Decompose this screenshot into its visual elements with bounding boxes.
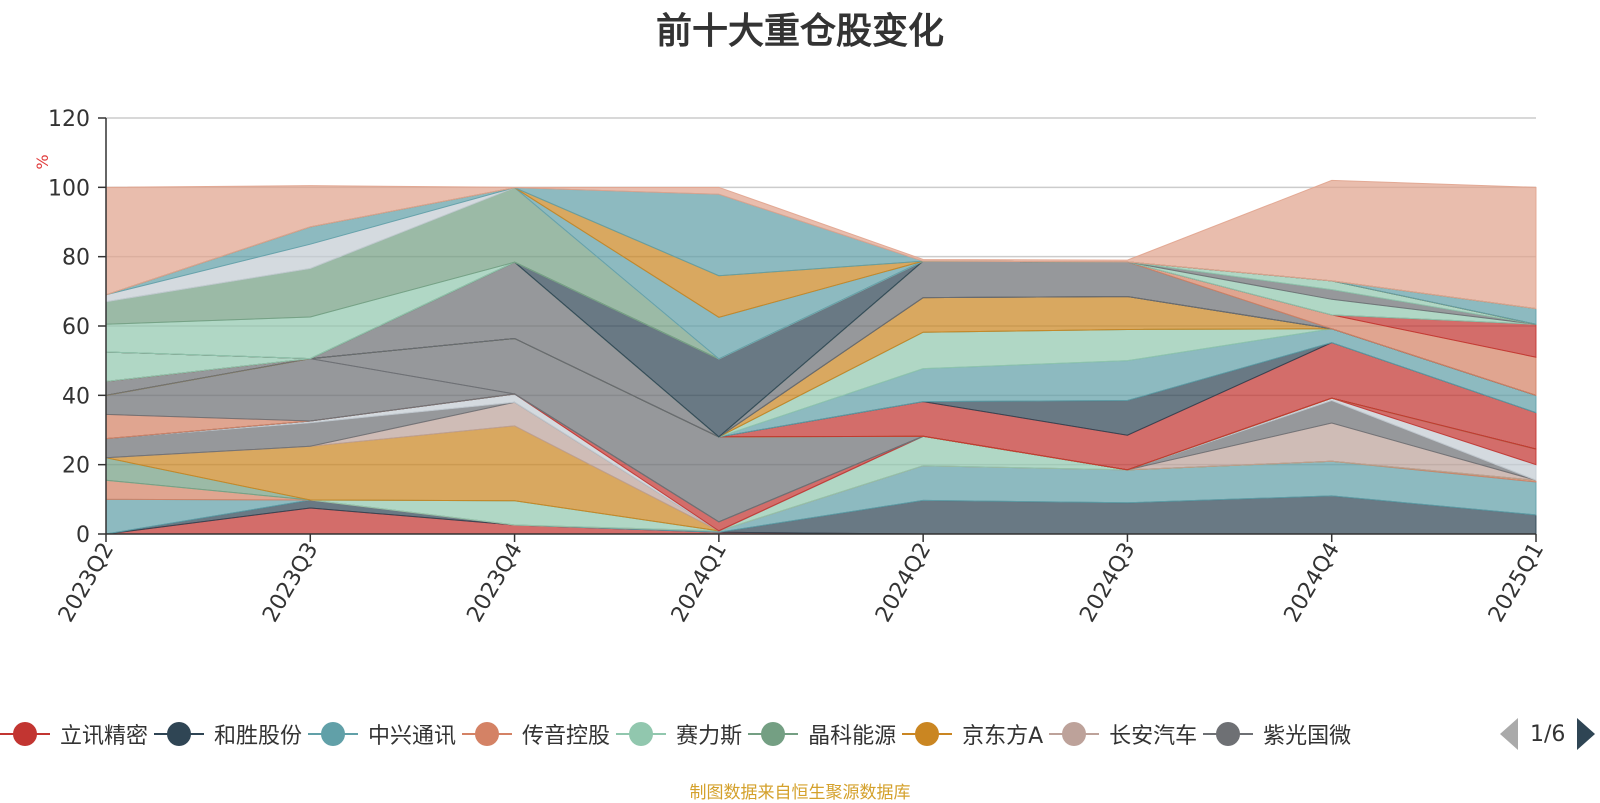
y-tick-label: 120 bbox=[48, 107, 90, 132]
y-axis-label: % bbox=[33, 154, 52, 169]
x-tick-label: 2025Q1 bbox=[1484, 539, 1549, 627]
x-tick-label: 2024Q1 bbox=[667, 539, 732, 627]
legend-swatch-icon bbox=[0, 720, 50, 748]
x-tick-label: 2024Q3 bbox=[1075, 539, 1140, 627]
x-tick-label: 2023Q3 bbox=[258, 539, 323, 627]
legend-items-viewport: 立讯精密 和胜股份 中兴通讯 传音控股 赛力斯 晶科能源 京东方A 长安汽车 紫光国微 bbox=[0, 712, 1482, 756]
chart-title: 前十大重仓股变化 bbox=[655, 11, 944, 52]
y-tick-label: 0 bbox=[76, 523, 90, 548]
legend-item[interactable]: 晶科能源 bbox=[748, 718, 896, 750]
y-tick-label: 60 bbox=[62, 315, 90, 340]
stacked-area-chart: 0 20 40 60 80 100 120 2023Q2 2023Q3 2023Q4 2024Q1 2… bbox=[33, 107, 1549, 627]
x-tick-label: 2024Q2 bbox=[871, 539, 936, 627]
legend-next-page-icon[interactable] bbox=[1577, 718, 1596, 750]
legend-label: 晶科能源 bbox=[808, 724, 897, 749]
y-tick-label: 20 bbox=[62, 454, 90, 479]
area-series-layer bbox=[105, 179, 1537, 535]
legend-label: 传音控股 bbox=[522, 724, 611, 749]
legend-swatch-icon bbox=[1203, 720, 1254, 748]
x-tick-label: 2023Q2 bbox=[54, 539, 119, 627]
legend-item[interactable]: 长安汽车 bbox=[1049, 718, 1197, 750]
legend-pager: 1/6 bbox=[1500, 718, 1596, 750]
legend-item[interactable]: 中兴通讯 bbox=[308, 718, 456, 750]
source-note: 制图数据来自恒生聚源数据库 bbox=[689, 783, 911, 803]
legend-item[interactable]: 立讯精密 bbox=[0, 718, 148, 750]
legend-prev-page-icon[interactable] bbox=[1500, 718, 1518, 750]
x-tick-label: 2023Q4 bbox=[462, 539, 527, 627]
legend-swatch-icon bbox=[616, 720, 667, 748]
series-area[interactable] bbox=[105, 179, 1537, 310]
legend-swatch-icon bbox=[154, 720, 205, 748]
legend-swatch-icon bbox=[308, 720, 359, 748]
legend-label: 紫光国微 bbox=[1263, 724, 1352, 749]
y-tick-label: 80 bbox=[62, 246, 90, 271]
legend-swatch-icon bbox=[748, 720, 799, 748]
legend-item[interactable]: 紫光国微 bbox=[1203, 718, 1351, 750]
y-tick-label: 100 bbox=[48, 176, 90, 201]
legend-label: 长安汽车 bbox=[1109, 724, 1198, 749]
legend-page-indicator: 1/6 bbox=[1530, 721, 1566, 747]
legend-swatch-icon bbox=[1049, 720, 1100, 748]
legend-swatch-icon bbox=[902, 720, 953, 748]
legend-label: 和胜股份 bbox=[214, 724, 303, 749]
legend-label: 中兴通讯 bbox=[368, 724, 457, 749]
legend-items: 立讯精密 和胜股份 中兴通讯 传音控股 赛力斯 晶科能源 京东方A 长安汽车 紫光国微 bbox=[0, 712, 1482, 756]
legend-item[interactable]: 传音控股 bbox=[462, 718, 610, 750]
y-tick-label: 40 bbox=[62, 384, 90, 409]
x-tick-label: 2024Q4 bbox=[1280, 539, 1345, 627]
legend-swatch-icon bbox=[462, 720, 513, 748]
legend-item[interactable]: 京东方A bbox=[902, 718, 1043, 750]
legend: 立讯精密 和胜股份 中兴通讯 传音控股 赛力斯 晶科能源 京东方A 长安汽车 紫光国微 1/6 bbox=[0, 712, 1600, 756]
legend-label: 立讯精密 bbox=[60, 724, 149, 749]
legend-label: 京东方A bbox=[962, 724, 1044, 749]
legend-item[interactable]: 赛力斯 bbox=[616, 718, 742, 750]
legend-label: 赛力斯 bbox=[676, 724, 743, 749]
legend-item[interactable]: 和胜股份 bbox=[154, 718, 302, 750]
